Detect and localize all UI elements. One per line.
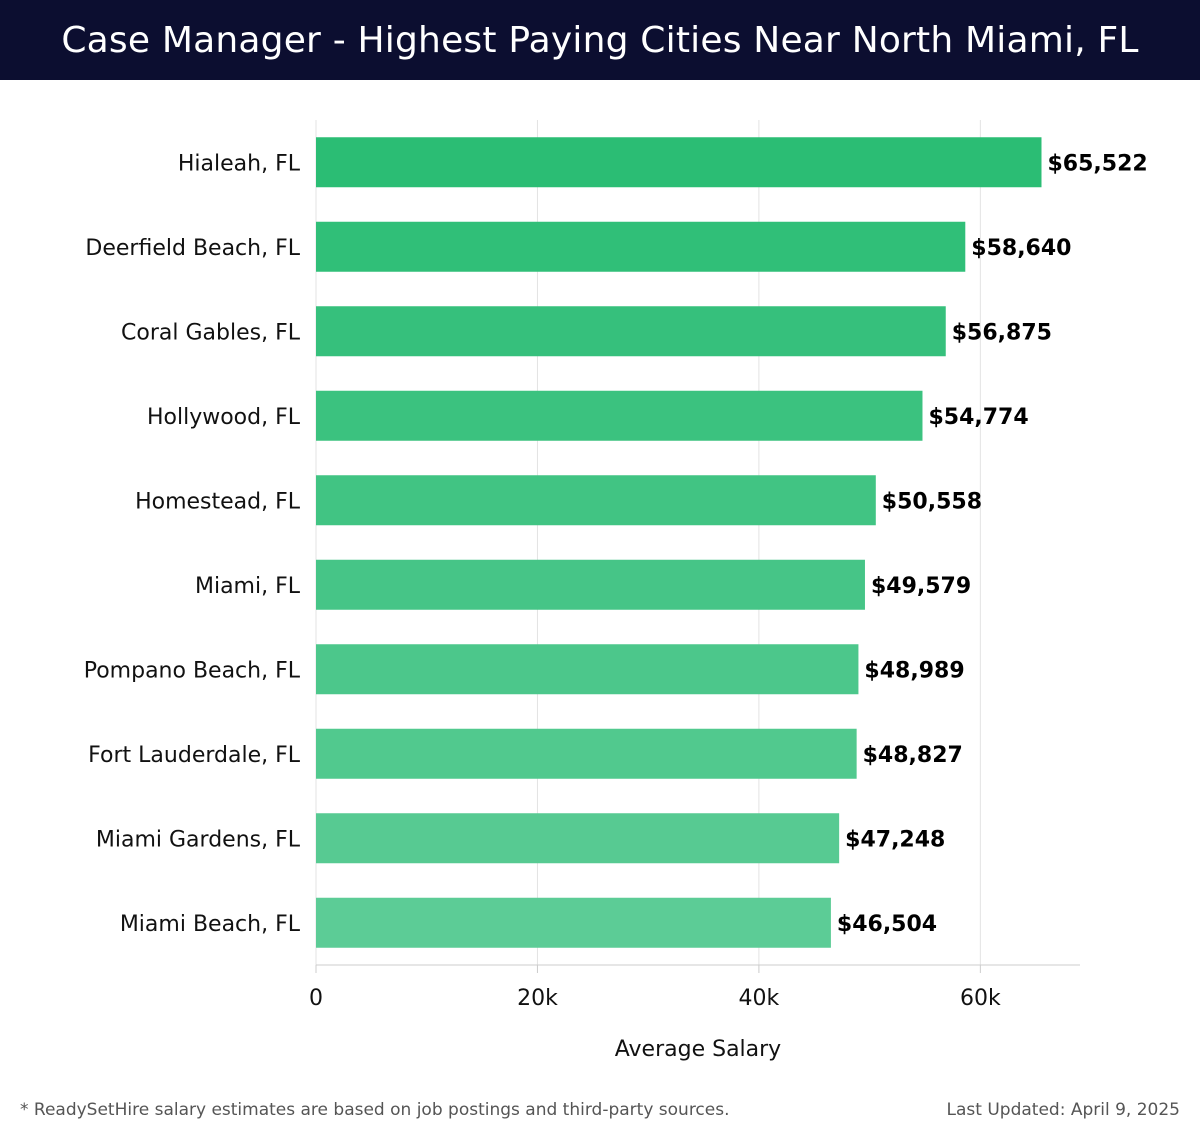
bar: [316, 897, 831, 948]
bar-chart: 0 20k 40k 60k Average Salary Hialeah, FL $65,5…: [84, 120, 1148, 1062]
bar: [316, 559, 865, 610]
category-label: Hialeah, FL: [178, 151, 301, 176]
footnote: * ReadySetHire salary estimates are base…: [20, 1100, 730, 1120]
x-tick-label: 20k: [517, 986, 558, 1011]
x-axis-label: Average Salary: [615, 1037, 781, 1062]
category-label: Coral Gables, FL: [121, 320, 301, 345]
last-updated: Last Updated: April 9, 2025: [946, 1100, 1180, 1120]
bar: [316, 221, 966, 272]
value-label: $58,640: [971, 236, 1071, 261]
category-label: Pompano Beach, FL: [84, 658, 301, 683]
category-label: Miami Gardens, FL: [96, 827, 301, 852]
value-label: $65,522: [1047, 151, 1147, 176]
category-label: Fort Lauderdale, FL: [88, 743, 301, 768]
bar: [316, 390, 923, 441]
value-label: $47,248: [845, 827, 945, 852]
bar: [316, 728, 857, 779]
bar: [316, 137, 1042, 188]
category-label: Miami Beach, FL: [120, 912, 301, 937]
category-label: Hollywood, FL: [147, 405, 301, 430]
bar: [316, 644, 859, 695]
x-tick-label: 0: [309, 986, 323, 1011]
category-label: Homestead, FL: [135, 489, 301, 514]
value-label: $46,504: [837, 912, 937, 937]
category-label: Deerfield Beach, FL: [85, 236, 300, 261]
x-tick-label: 40k: [739, 986, 780, 1011]
title-bar: Case Manager - Highest Paying Cities Nea…: [0, 0, 1200, 80]
value-label: $50,558: [882, 489, 982, 514]
bar: [316, 475, 876, 526]
category-label: Miami, FL: [195, 574, 301, 599]
value-label: $48,827: [863, 743, 963, 768]
bar: [316, 813, 840, 864]
value-label: $56,875: [952, 320, 1052, 345]
value-label: $48,989: [864, 658, 964, 683]
bar: [316, 306, 946, 357]
value-label: $54,774: [928, 405, 1028, 430]
x-tick-label: 60k: [960, 986, 1001, 1011]
chart-title: Case Manager - Highest Paying Cities Nea…: [61, 19, 1139, 61]
value-label: $49,579: [871, 574, 971, 599]
